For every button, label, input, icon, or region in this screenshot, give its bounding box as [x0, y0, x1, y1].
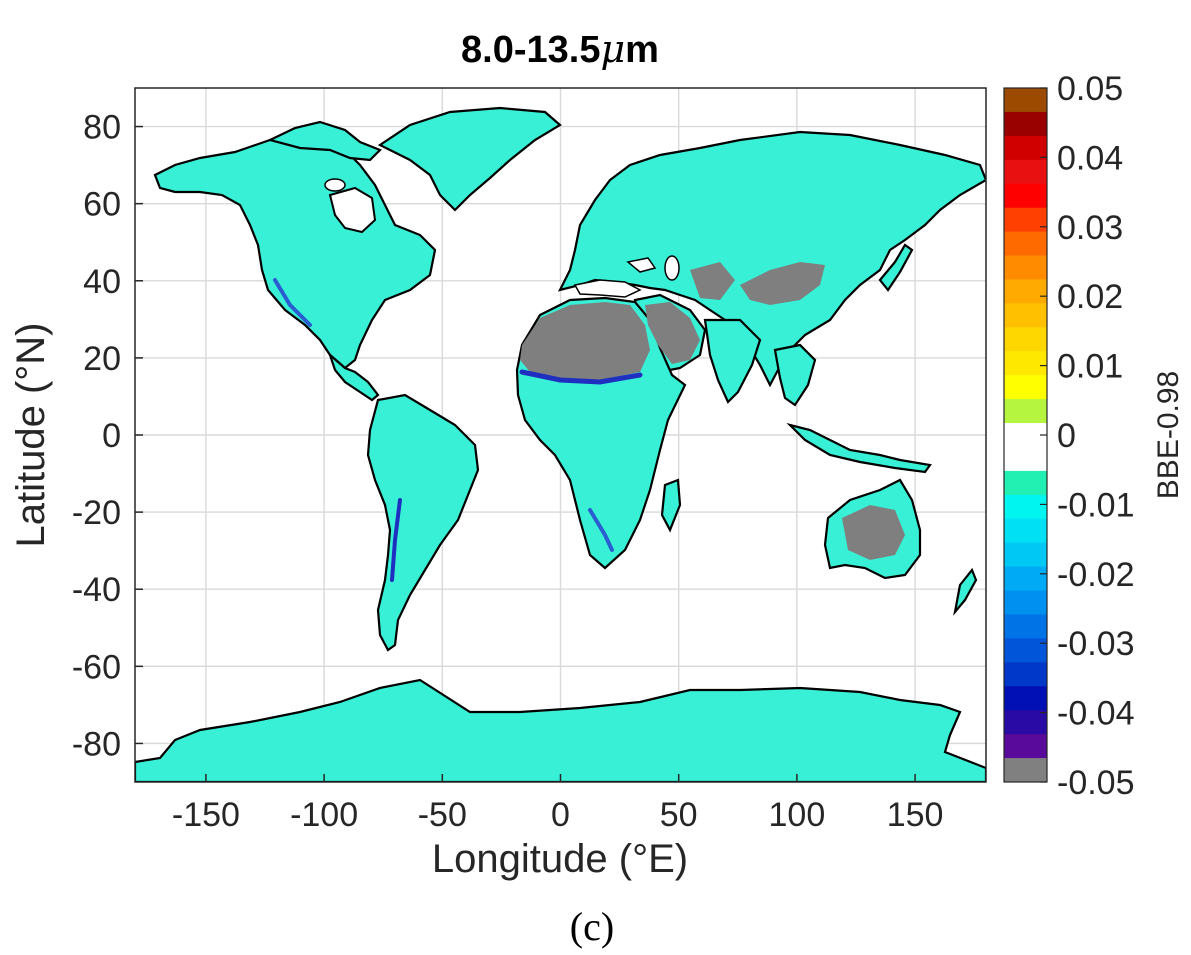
colorbar-tick-label: -0.01 — [1057, 486, 1135, 524]
y-tick-label: 0 — [102, 417, 121, 455]
colorbar-swatch — [1004, 734, 1047, 759]
colorbar-swatch — [1004, 518, 1047, 544]
y-tick-label: 60 — [83, 186, 121, 224]
colorbar-swatch — [1004, 662, 1047, 687]
mediterranean-sea — [573, 279, 642, 298]
y-tick-label: 20 — [83, 340, 121, 378]
tibet-region — [740, 262, 825, 305]
colorbar-swatch — [1004, 135, 1047, 161]
colorbar-swatch — [1004, 494, 1047, 520]
colorbar: 0.05 0.04 0.03 0.02 0.01 0 -0.01 -0.02 -0.03 -0.0… — [1003, 70, 1185, 802]
colorbar-swatch — [1004, 88, 1047, 113]
colorbar-label: BBE-0.98 — [1152, 371, 1185, 499]
colorbar-tick-label: -0.03 — [1057, 625, 1135, 663]
colorbar-swatch — [1004, 327, 1047, 352]
colorbar-swatch — [1004, 375, 1047, 400]
new-zealand-landmass — [953, 567, 978, 616]
x-axis: -150 -100 -50 0 50 100 150 — [172, 774, 944, 834]
y-tick-label: 40 — [83, 263, 121, 301]
south-america-landmass — [366, 393, 480, 652]
madagascar-landmass — [660, 478, 682, 533]
chart-title: 8.0-13.5μm — [461, 27, 659, 71]
colorbar-tick-label: 0.03 — [1057, 209, 1123, 247]
arabia-region — [645, 302, 700, 364]
y-tick-label: 80 — [83, 109, 121, 147]
colorbar-swatch — [1004, 710, 1047, 735]
colorbar-tick-label: -0.02 — [1057, 556, 1135, 594]
x-tick-label: -100 — [290, 796, 358, 834]
y-axis: 80 60 40 20 0 -20 -40 -60 -80 — [72, 109, 143, 763]
southeast-asia-landmass — [773, 343, 817, 407]
colorbar-swatch — [1004, 686, 1047, 711]
eurasia-landmass — [557, 130, 986, 388]
x-tick-label: -50 — [418, 796, 467, 834]
colorbar-swatch — [1004, 303, 1047, 328]
andes-band — [390, 498, 402, 582]
map-plot-area: -150 -100 -50 0 50 100 150 80 60 40 20 0 -20 -40 -60 -… — [72, 87, 987, 834]
colorbar-tick-label: -0.04 — [1057, 695, 1135, 733]
central-america-landmass — [327, 351, 380, 402]
colorbar-swatch — [1004, 351, 1047, 376]
colorbar-swatch — [1004, 638, 1047, 663]
kalahari-band — [588, 508, 614, 552]
world-map — [135, 106, 986, 782]
black-sea — [626, 257, 657, 273]
antarctica-landmass — [135, 678, 986, 782]
colorbar-swatch — [1004, 542, 1047, 568]
x-tick-label: 100 — [769, 796, 826, 834]
colorbar-swatch — [1004, 446, 1047, 472]
x-tick-label: 150 — [887, 796, 944, 834]
sahel-band — [519, 369, 643, 385]
colorbar-swatch — [1004, 279, 1047, 304]
colorbar-swatch — [1004, 470, 1047, 496]
x-axis-label: Longitude (°E) — [432, 837, 688, 881]
colorbar-swatch — [1004, 111, 1047, 137]
colorbar-swatch — [1004, 614, 1047, 639]
colorbar-swatch — [1004, 566, 1047, 592]
colorbar-swatch — [1004, 399, 1047, 424]
colorbar-swatch — [1004, 231, 1047, 257]
colorbar-tick-label: 0.04 — [1057, 139, 1123, 177]
colorbar-swatch — [1004, 159, 1047, 185]
japan-islands — [878, 243, 914, 292]
western-us-band — [273, 278, 312, 327]
greenland-landmass — [377, 106, 562, 212]
colorbar-swatch — [1004, 255, 1047, 280]
figure-caption: (c) — [570, 904, 614, 949]
colorbar-tick-label: -0.05 — [1057, 764, 1135, 802]
colorbar-tick-label: 0.02 — [1057, 278, 1123, 316]
arctic-islands — [266, 120, 382, 162]
colorbar-swatches — [1004, 88, 1047, 783]
lake — [324, 178, 346, 192]
caspian-sea — [664, 255, 680, 281]
y-tick-label: -60 — [72, 648, 121, 686]
colorbar-tick-label: 0.01 — [1057, 348, 1123, 386]
indonesia-islands — [786, 422, 932, 474]
y-tick-label: -80 — [72, 725, 121, 763]
indian-subcontinent-landmass — [703, 318, 762, 404]
australia-interior-region — [842, 505, 905, 560]
x-tick-label: 50 — [660, 796, 698, 834]
colorbar-swatch — [1004, 183, 1047, 209]
x-tick-label: 0 — [551, 796, 570, 834]
y-tick-label: -20 — [72, 494, 121, 532]
colorbar-swatch — [1004, 207, 1047, 233]
hudson-bay — [328, 186, 377, 234]
colorbar-swatch — [1004, 423, 1047, 448]
colorbar-ticks: 0.05 0.04 0.03 0.02 0.01 0 -0.01 -0.02 -0.03 -0.0… — [1040, 70, 1135, 802]
y-tick-label: -40 — [72, 571, 121, 609]
colorbar-tick-label: 0 — [1057, 417, 1076, 455]
x-tick-label: -150 — [172, 796, 240, 834]
sahara-region — [520, 302, 650, 380]
colorbar-swatch — [1004, 758, 1047, 783]
colorbar-tick-label: 0.05 — [1057, 70, 1123, 108]
central-asia-region — [690, 262, 735, 300]
y-axis-label: Latitude (°N) — [9, 323, 53, 548]
colorbar-swatch — [1004, 590, 1047, 615]
